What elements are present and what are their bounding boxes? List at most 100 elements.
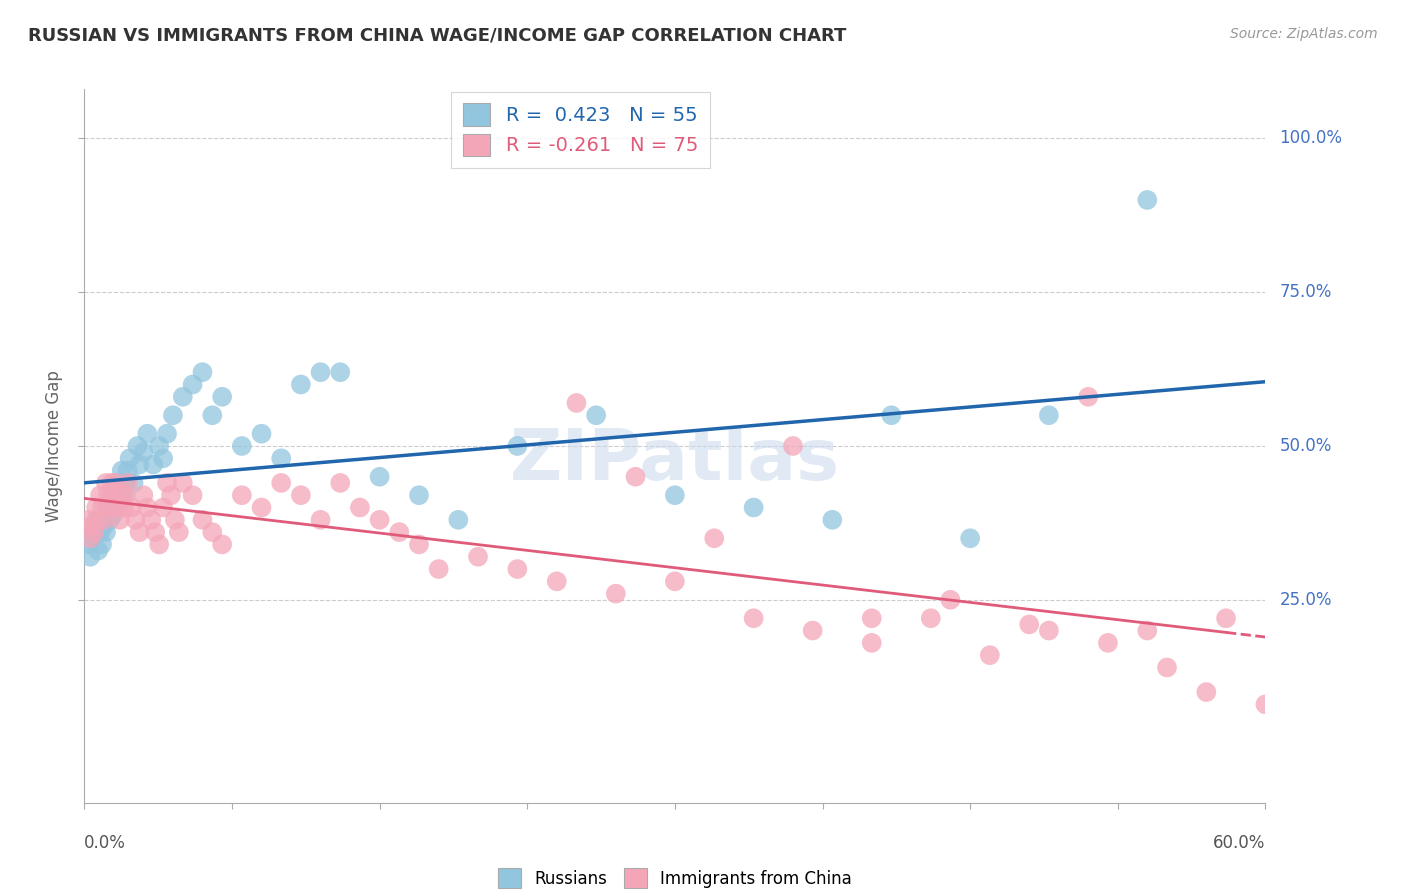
Point [329, 365, 352, 379]
Point [111, 488, 134, 502]
Point [82, 531, 104, 545]
Point [132, 488, 155, 502]
Point [136, 426, 159, 441]
Point [167, 525, 190, 540]
Point [801, 624, 824, 638]
Point [742, 500, 765, 515]
Point [114, 488, 136, 502]
Text: 50.0%: 50.0% [1279, 437, 1331, 455]
Point [162, 409, 184, 423]
Text: RUSSIAN VS IMMIGRANTS FROM CHINA WAGE/INCOME GAP CORRELATION CHART: RUSSIAN VS IMMIGRANTS FROM CHINA WAGE/IN… [28, 27, 846, 45]
Point [142, 458, 165, 472]
Point [201, 409, 224, 423]
Point [1215, 611, 1237, 625]
Point [250, 500, 273, 515]
Point [136, 500, 159, 515]
Point [122, 475, 145, 490]
Point [94, 525, 117, 540]
Point [77, 537, 100, 551]
Point [1077, 390, 1099, 404]
Point [1156, 660, 1178, 674]
Point [89, 525, 111, 540]
Text: 0.0%: 0.0% [84, 834, 127, 852]
Point [94, 475, 117, 490]
Point [181, 377, 204, 392]
Point [156, 426, 179, 441]
Text: 75.0%: 75.0% [1279, 283, 1331, 301]
Text: Source: ZipAtlas.com: Source: ZipAtlas.com [1230, 27, 1378, 41]
Point [87, 513, 110, 527]
Point [181, 488, 204, 502]
Legend: Russians, Immigrants from China: Russians, Immigrants from China [491, 862, 859, 892]
Point [127, 439, 149, 453]
Point [101, 475, 124, 490]
Point [112, 488, 135, 502]
Point [546, 574, 568, 589]
Point [152, 500, 174, 515]
Point [1018, 617, 1040, 632]
Point [782, 439, 804, 453]
Point [163, 513, 186, 527]
Point [290, 377, 312, 392]
Point [191, 365, 214, 379]
Point [93, 513, 115, 527]
Point [1097, 636, 1119, 650]
Point [91, 500, 114, 515]
Point [368, 513, 391, 527]
Point [83, 525, 105, 540]
Point [121, 500, 143, 515]
Point [117, 464, 139, 478]
Point [290, 488, 312, 502]
Point [91, 537, 114, 551]
Point [111, 464, 134, 478]
Y-axis label: Wage/Income Gap: Wage/Income Gap [45, 370, 63, 522]
Point [860, 636, 883, 650]
Point [82, 519, 104, 533]
Point [664, 574, 686, 589]
Point [118, 451, 141, 466]
Point [1038, 409, 1060, 423]
Point [83, 525, 105, 540]
Point [117, 475, 139, 490]
Point [368, 469, 391, 483]
Point [141, 513, 163, 527]
Point [231, 488, 253, 502]
Point [211, 390, 233, 404]
Point [270, 475, 292, 490]
Point [132, 445, 155, 459]
Point [1195, 685, 1218, 699]
Point [84, 500, 107, 515]
Point [742, 611, 765, 625]
Point [447, 513, 470, 527]
Point [880, 409, 903, 423]
Point [128, 458, 150, 472]
Point [664, 488, 686, 502]
Text: 100.0%: 100.0% [1279, 129, 1343, 147]
Point [191, 513, 214, 527]
Point [920, 611, 942, 625]
Point [211, 537, 233, 551]
Point [959, 531, 981, 545]
Point [108, 513, 131, 527]
Point [388, 525, 411, 540]
Point [349, 500, 371, 515]
Point [160, 488, 183, 502]
Point [84, 513, 107, 527]
Point [152, 451, 174, 466]
Point [79, 549, 101, 564]
Point [103, 507, 125, 521]
Point [107, 494, 129, 508]
Point [624, 469, 647, 483]
Point [87, 543, 110, 558]
Point [1254, 698, 1277, 712]
Point [112, 500, 135, 515]
Point [124, 513, 146, 527]
Point [309, 365, 332, 379]
Point [703, 531, 725, 545]
Point [172, 475, 194, 490]
Point [506, 562, 529, 576]
Point [108, 482, 131, 496]
Point [605, 587, 627, 601]
Text: 60.0%: 60.0% [1213, 834, 1265, 852]
Point [231, 439, 253, 453]
